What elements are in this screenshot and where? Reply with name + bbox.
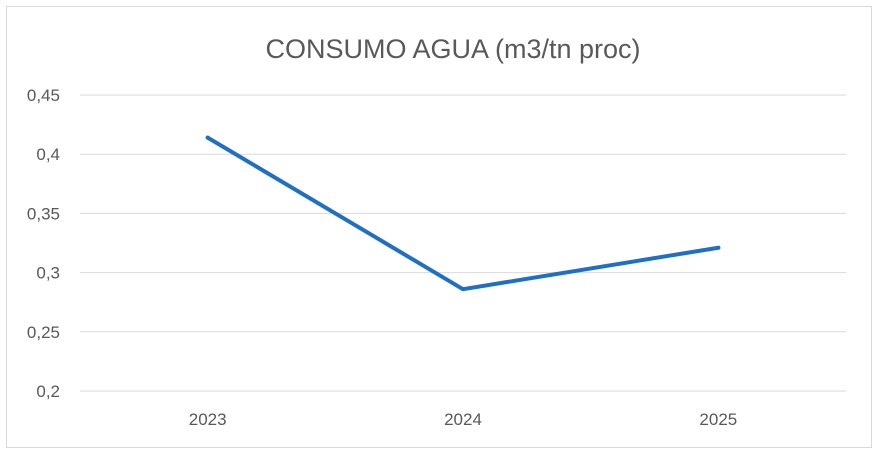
y-tick-label: 0,2 [36,382,60,401]
data-point [205,135,210,140]
x-tick-label: 2025 [699,410,737,429]
y-tick-label: 0,3 [36,264,60,283]
x-tick-label: 2024 [444,410,482,429]
x-axis-ticks: 2023 2024 2025 [189,410,737,429]
x-tick-label: 2023 [189,410,227,429]
gridlines [80,94,846,392]
y-tick-label: 0,45 [27,86,60,105]
y-tick-label: 0,35 [27,204,60,223]
chart-title: CONSUMO AGUA (m3/tn proc) [265,34,640,64]
data-point [461,287,465,292]
y-axis-ticks: 0,2 0,25 0,3 0,35 0,4 0,45 [27,86,60,401]
chart-frame [6,6,872,448]
y-tick-label: 0,25 [27,323,60,342]
series-layer [205,135,721,292]
data-point [716,245,721,250]
y-tick-label: 0,4 [36,145,60,164]
